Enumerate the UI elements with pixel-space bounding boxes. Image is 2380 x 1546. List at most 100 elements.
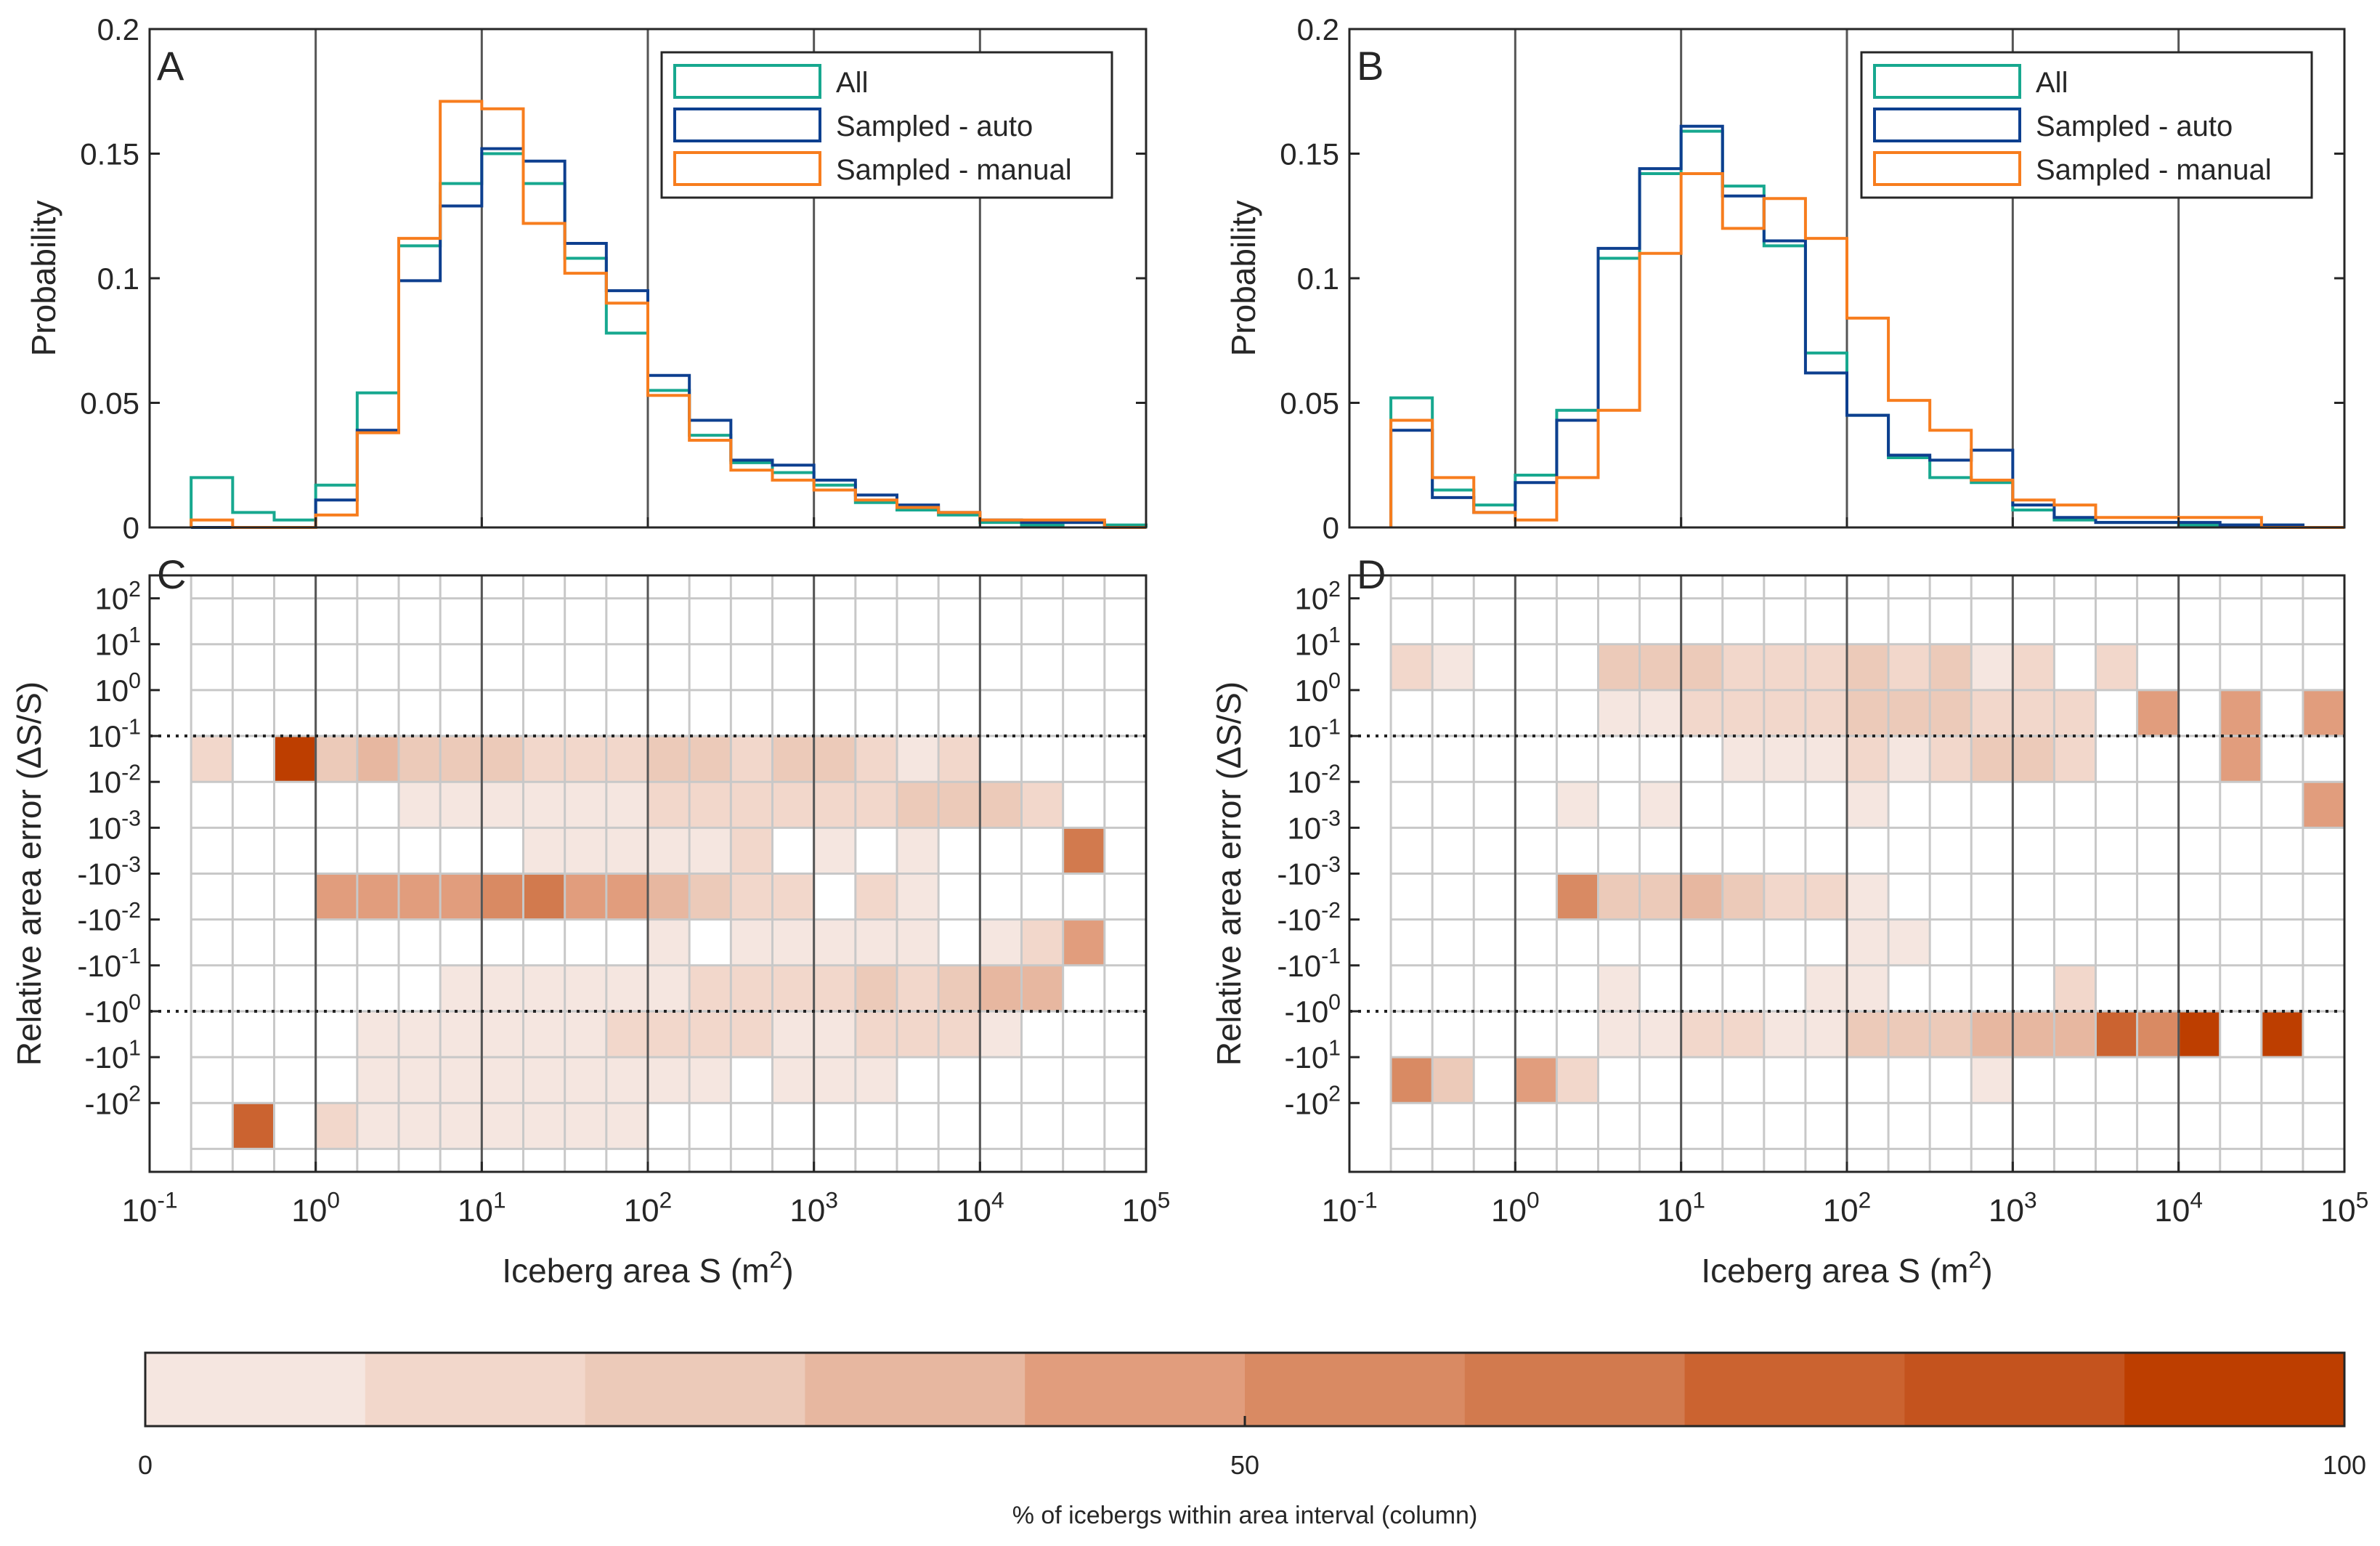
heatmap-cell xyxy=(440,965,482,1011)
heatmap-cell xyxy=(564,1103,606,1149)
heatmap-cell xyxy=(523,1011,565,1058)
heatmap-cell xyxy=(1971,644,2013,690)
colorbar-band xyxy=(2124,1353,2345,1426)
heatmap-cell xyxy=(813,827,856,874)
heatmap-cell xyxy=(1847,1011,1889,1058)
heatmap-cell xyxy=(357,1103,399,1149)
heatmap-cell xyxy=(1021,919,1063,966)
heatmap-cell xyxy=(1681,689,1723,737)
y-tick-label: 102 xyxy=(1294,578,1341,616)
heatmap-cell xyxy=(648,1057,690,1104)
heatmap-cell xyxy=(315,736,357,782)
heatmap-cell xyxy=(564,873,606,920)
heatmap-cell xyxy=(482,736,524,782)
heatmap-cell xyxy=(1391,1057,1433,1104)
heatmap-cell xyxy=(1598,965,1640,1011)
heatmap-cell xyxy=(1971,736,2013,782)
heatmap-cell xyxy=(648,782,690,828)
heatmap-cell xyxy=(564,782,606,828)
heatmap-cell xyxy=(482,965,524,1011)
heatmap-cell xyxy=(980,1011,1022,1058)
y-tick-label: -101 xyxy=(1284,1036,1341,1074)
heatmap-cell xyxy=(1930,1011,1972,1058)
heatmap-cell xyxy=(2261,1011,2303,1058)
heatmap-cell xyxy=(1888,919,1930,966)
panel-d-gridlines xyxy=(1389,575,2346,1172)
colorbar-band xyxy=(1684,1353,1905,1426)
heatmap-cell xyxy=(1722,644,1764,690)
legend-entry: Sampled - manual xyxy=(836,154,1072,186)
y-tick-label: 100 xyxy=(1294,669,1341,708)
y-tick-label: 0.2 xyxy=(97,12,139,46)
x-tick-label: 105 xyxy=(2320,1187,2369,1229)
heatmap-cell xyxy=(1722,1011,1764,1058)
panel-a-y-label: Probability xyxy=(25,201,62,357)
heatmap-cell xyxy=(897,1011,939,1058)
heatmap-cell xyxy=(731,782,773,828)
panel-b-y-ticks: 0 0.05 0.1 0.15 0.2 xyxy=(1280,12,2344,545)
heatmap-cell xyxy=(731,736,773,782)
heatmap-cell xyxy=(1847,644,1889,690)
heatmap-cell xyxy=(897,827,939,874)
heatmap-cell xyxy=(2054,965,2096,1011)
legend-swatch xyxy=(673,64,821,99)
heatmap-cell xyxy=(731,1011,773,1058)
heatmap-cell xyxy=(1763,873,1806,920)
panel-a-histogram: 0 0.05 0.1 0.15 0.2 Probability A All Sampled… xyxy=(25,12,1148,545)
colorbar-ticks: 0 50 100 xyxy=(138,1416,2366,1480)
y-tick-label: 0.2 xyxy=(1297,12,1339,46)
heatmap-cell xyxy=(897,965,939,1011)
heatmap-cell xyxy=(191,736,233,782)
heatmap-cell xyxy=(399,1011,441,1058)
heatmap-cell xyxy=(2054,736,2096,782)
heatmap-cell xyxy=(813,1057,856,1104)
heatmap-cell xyxy=(1847,736,1889,782)
y-tick-label: -101 xyxy=(84,1036,141,1074)
heatmap-cell xyxy=(1763,1011,1806,1058)
heatmap-cell xyxy=(523,873,565,920)
heatmap-cell xyxy=(1722,873,1764,920)
heatmap-cell xyxy=(689,1057,731,1104)
x-tick-label: 104 xyxy=(956,1187,1004,1229)
heatmap-cell xyxy=(1847,965,1889,1011)
heatmap-cell xyxy=(2054,689,2096,737)
heatmap-cell xyxy=(648,919,690,966)
heatmap-cell xyxy=(938,782,980,828)
heatmap-cell xyxy=(648,873,690,920)
y-tick-label: -100 xyxy=(1284,990,1341,1029)
y-tick-label: 102 xyxy=(94,578,141,616)
heatmap-cell xyxy=(1971,689,2013,737)
y-tick-label: 10-2 xyxy=(1287,761,1341,800)
heatmap-cell xyxy=(1639,1011,1681,1058)
heatmap-cell xyxy=(731,827,773,874)
legend-entry: Sampled - auto xyxy=(836,110,1033,142)
x-tick-label: 10-1 xyxy=(121,1187,177,1229)
heatmap-cell xyxy=(357,873,399,920)
colorbar-band xyxy=(145,1353,366,1426)
panel-d-y-label: Relative area error (ΔS/S) xyxy=(1210,681,1248,1066)
heatmap-cell xyxy=(523,1057,565,1104)
heatmap-cell xyxy=(606,965,648,1011)
heatmap-cell xyxy=(980,965,1022,1011)
heatmap-cell xyxy=(1888,1011,1930,1058)
legend-box xyxy=(1860,51,2313,199)
panel-c-letter: C xyxy=(157,551,186,597)
y-tick-label: -10-1 xyxy=(1277,944,1341,983)
heatmap-cell xyxy=(606,782,648,828)
heatmap-cell xyxy=(1805,736,1847,782)
heatmap-cell xyxy=(315,1103,357,1149)
x-tick-label: 102 xyxy=(624,1187,673,1229)
heatmap-cell xyxy=(1888,644,1930,690)
legend-entry: All xyxy=(836,67,868,99)
heatmap-cell xyxy=(648,1011,690,1058)
heatmap-cell xyxy=(606,736,648,782)
heatmap-cell xyxy=(772,919,814,966)
heatmap-cell xyxy=(440,1011,482,1058)
heatmap-cell xyxy=(357,1011,399,1058)
y-tick-label: 101 xyxy=(94,623,141,662)
heatmap-cell xyxy=(564,827,606,874)
panel-b-y-label: Probability xyxy=(1224,201,1262,357)
heatmap-cell xyxy=(1805,644,1847,690)
heatmap-cell xyxy=(772,782,814,828)
